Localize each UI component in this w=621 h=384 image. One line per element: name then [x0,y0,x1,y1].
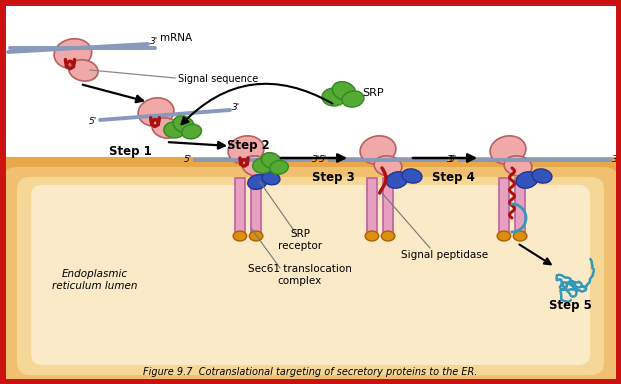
Ellipse shape [270,161,288,174]
Bar [235,178,245,233]
Text: 5': 5' [0,48,5,56]
Text: Figure 9.7  Cotranslational targeting of secretory proteins to the ER.: Figure 9.7 Cotranslational targeting of … [143,367,478,377]
FancyBboxPatch shape [0,158,621,384]
Ellipse shape [497,231,510,241]
Ellipse shape [322,88,346,106]
Text: 5': 5' [449,156,457,164]
Ellipse shape [402,169,422,183]
Ellipse shape [516,172,538,188]
Ellipse shape [173,116,194,133]
Text: Step 5: Step 5 [548,298,591,311]
Ellipse shape [514,231,527,241]
Text: Step 1: Step 1 [109,146,152,159]
Ellipse shape [228,136,264,164]
Ellipse shape [250,231,263,241]
Text: SRP
receptor: SRP receptor [278,229,322,251]
Ellipse shape [138,98,174,126]
Text: 3': 3' [150,38,158,46]
Ellipse shape [504,156,532,176]
Text: 3': 3' [232,104,240,113]
FancyArrowPatch shape [181,84,333,124]
Ellipse shape [261,152,281,169]
Ellipse shape [69,60,98,81]
Text: 3': 3' [312,156,320,164]
Bar [499,178,509,233]
Text: Endoplasmic
reticulum lumen: Endoplasmic reticulum lumen [52,269,138,291]
Text: Signal peptidase: Signal peptidase [401,250,489,260]
Text: 3': 3' [612,156,620,164]
Bar [367,178,377,233]
Ellipse shape [54,39,92,68]
Ellipse shape [332,81,356,100]
Text: Step 4: Step 4 [432,172,474,184]
FancyBboxPatch shape [18,178,603,374]
Ellipse shape [152,118,180,138]
Text: 5': 5' [89,116,97,126]
Ellipse shape [253,158,273,173]
Text: 3': 3' [447,156,455,164]
Ellipse shape [490,136,526,164]
Ellipse shape [381,231,395,241]
Text: Sec61 translocation
complex: Sec61 translocation complex [248,264,352,286]
Bar [251,178,261,233]
Ellipse shape [386,172,408,188]
Ellipse shape [233,231,247,241]
Ellipse shape [164,122,186,138]
FancyBboxPatch shape [32,186,589,364]
Text: Step 3: Step 3 [312,172,355,184]
Ellipse shape [342,91,364,107]
Bar [383,178,393,233]
Ellipse shape [365,231,379,241]
Ellipse shape [248,175,267,189]
Ellipse shape [532,169,552,183]
Text: mRNA: mRNA [160,33,192,43]
FancyBboxPatch shape [2,168,619,384]
Ellipse shape [262,172,280,185]
Ellipse shape [182,124,202,139]
Text: 5': 5' [319,156,327,164]
Text: Step 2: Step 2 [227,139,270,152]
Ellipse shape [360,136,396,164]
Bar [515,178,525,233]
Ellipse shape [242,156,270,176]
Text: SRP: SRP [362,88,384,98]
Ellipse shape [374,156,402,176]
Text: Signal sequence: Signal sequence [178,74,258,84]
Text: 5': 5' [184,156,192,164]
